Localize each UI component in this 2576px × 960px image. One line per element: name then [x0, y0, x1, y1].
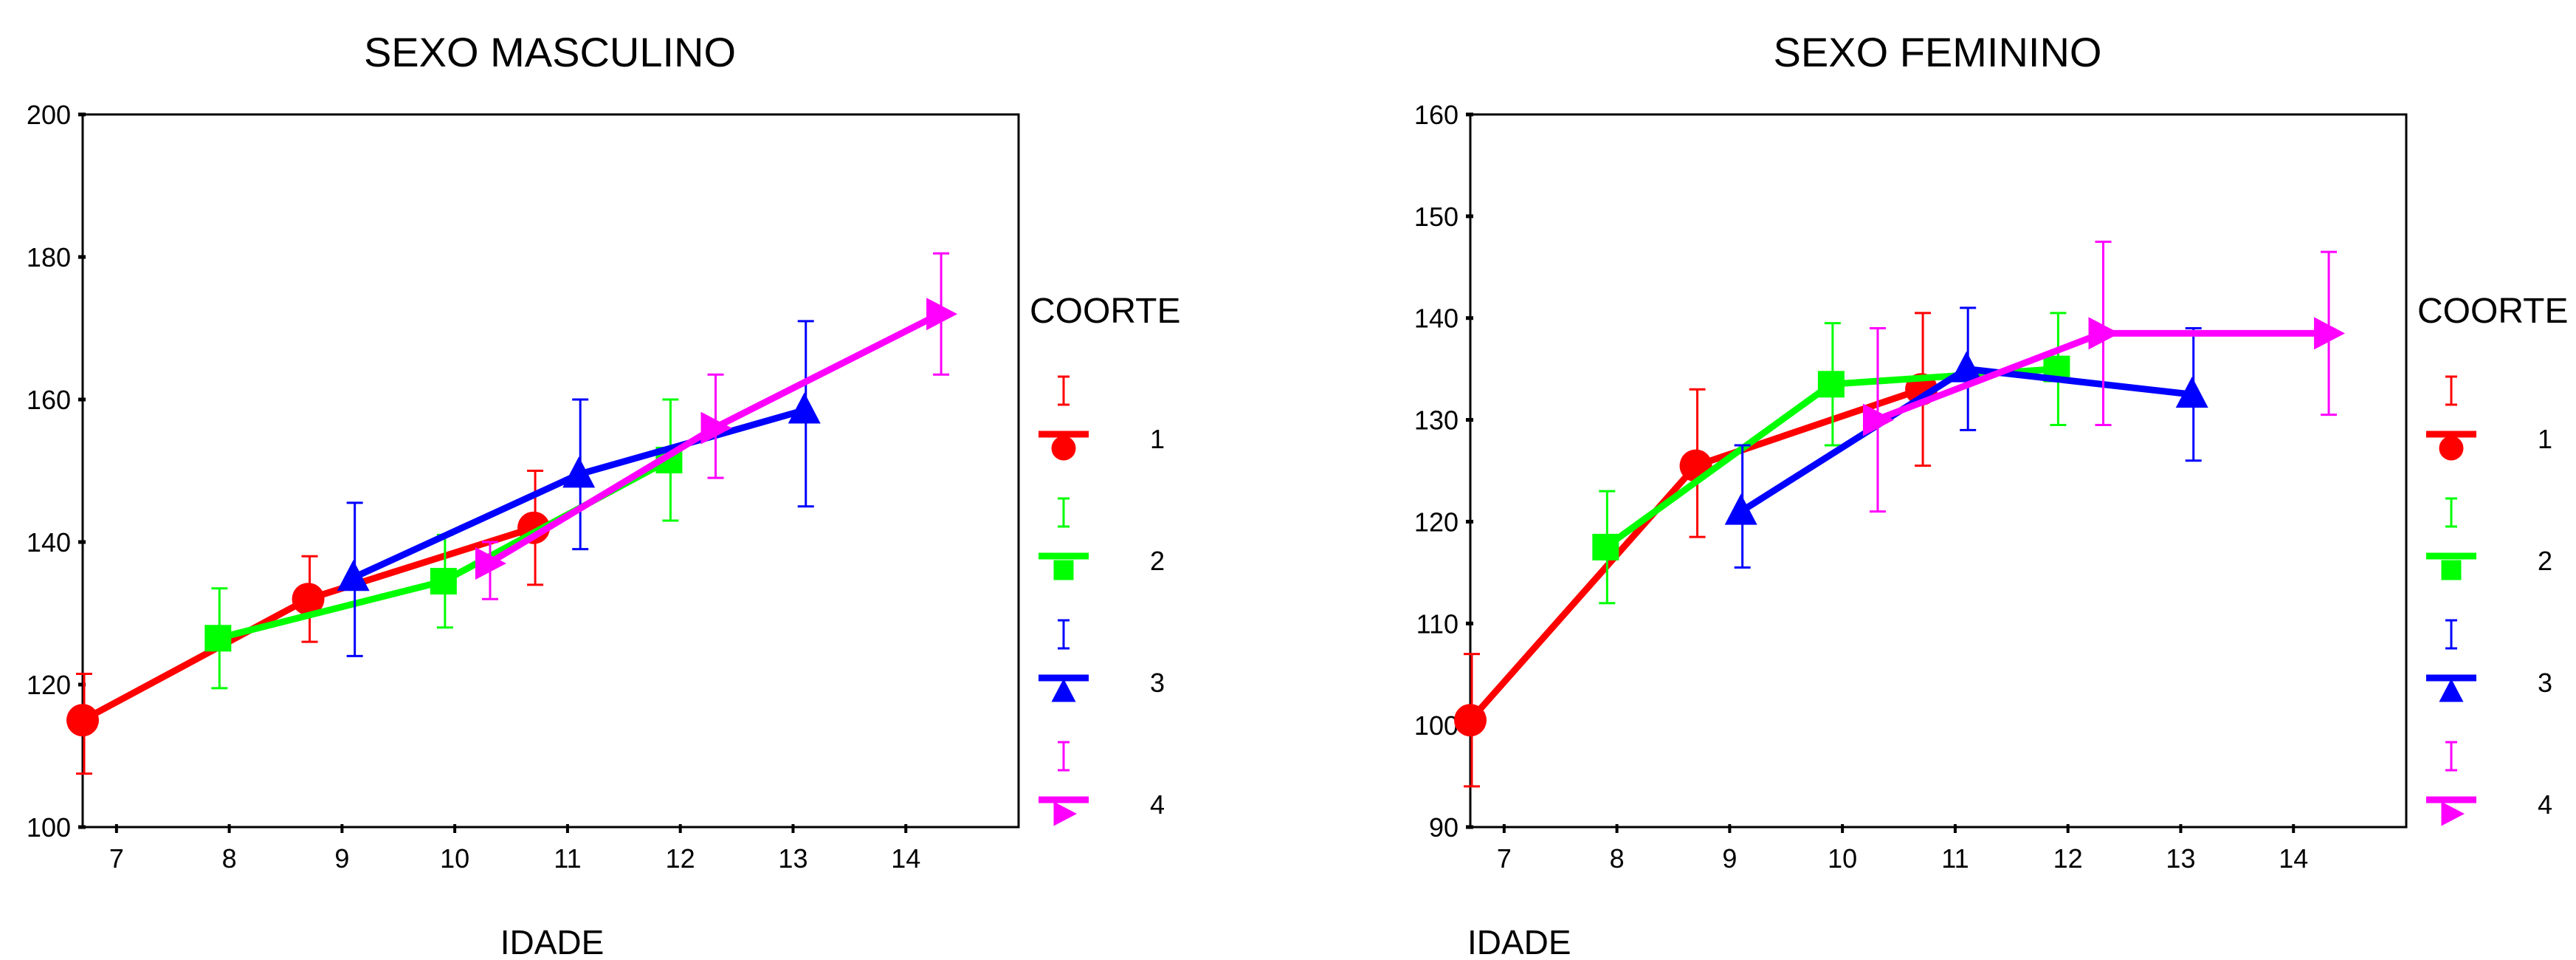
- data-point: [1592, 533, 1619, 560]
- x-axis-label: IDADE: [500, 923, 605, 960]
- series-4: [1862, 240, 2346, 513]
- y-tick-label: 120: [27, 670, 71, 700]
- legend: COORTE 1 2 3 4: [1030, 292, 1180, 826]
- legend-item-3: 3: [1039, 619, 1165, 702]
- data-point: [337, 560, 370, 592]
- x-tick-label: 9: [1722, 843, 1737, 874]
- data-point: [788, 392, 821, 424]
- data-point: [1950, 351, 1983, 383]
- legend-item-2: 2: [1039, 497, 1165, 580]
- data-point: [926, 298, 958, 331]
- x-tick-label: 13: [2166, 843, 2195, 874]
- y-tick-label: 140: [1414, 304, 1459, 334]
- plot-frame: [81, 113, 1020, 829]
- legend-marker-icon: [1051, 679, 1076, 702]
- legend-item-4: 4: [1039, 741, 1165, 826]
- data-point: [430, 568, 457, 595]
- data-point: [2175, 377, 2208, 408]
- x-tick-label: 8: [222, 843, 237, 874]
- series-3: [337, 320, 821, 657]
- legend-item-3: 3: [2426, 619, 2552, 702]
- data-point: [66, 704, 99, 737]
- x-tick-label: 9: [334, 843, 349, 874]
- legend-label: 4: [1150, 789, 1165, 820]
- x-axis-label: IDADE: [1467, 923, 1571, 960]
- legend-marker-icon: [2439, 436, 2464, 461]
- legend-label: 1: [1150, 424, 1165, 454]
- x-tick-label: 7: [1497, 843, 1512, 874]
- x-tick-label: 12: [666, 843, 695, 874]
- legend-item-2: 2: [2426, 497, 2552, 580]
- legend-label: 3: [1150, 668, 1165, 698]
- y-tick-label: 130: [1414, 405, 1459, 436]
- data-point: [562, 456, 596, 488]
- data-point: [2088, 317, 2120, 350]
- x-tick-label: 13: [778, 843, 807, 874]
- legend-item-1: 1: [2426, 375, 2552, 461]
- legend-label: 2: [2538, 546, 2552, 576]
- y-tick-label: 140: [27, 527, 71, 558]
- plot-frame: [1469, 113, 2408, 829]
- y-tick-label: 100: [27, 812, 71, 843]
- legend-marker-icon: [1051, 436, 1076, 461]
- chart-title: SEXO MASCULINO: [364, 29, 736, 75]
- data-point: [204, 625, 232, 652]
- data-point: [1817, 371, 1845, 398]
- legend-label: 4: [2538, 789, 2552, 820]
- legend-label: 2: [1150, 546, 1165, 576]
- x-tick-label: 10: [440, 843, 469, 874]
- legend-label: 1: [2538, 424, 2552, 454]
- series-line: [351, 407, 805, 581]
- data-point: [1862, 403, 1894, 436]
- x-tick-label: 7: [109, 843, 124, 874]
- data-point: [1454, 704, 1487, 737]
- y-tick-label: 160: [27, 385, 71, 415]
- legend-item-4: 4: [2426, 741, 2552, 826]
- legend-marker-icon: [1053, 560, 1074, 580]
- y-tick-label: 160: [1414, 100, 1459, 130]
- legend-title: COORTE: [1030, 292, 1180, 331]
- x-tick-label: 8: [1610, 843, 1625, 874]
- y-tick-label: 90: [1429, 812, 1459, 843]
- legend-item-1: 1: [1039, 375, 1165, 461]
- series-4: [475, 252, 958, 600]
- legend: COORTE 1 2 3 4: [2417, 292, 2568, 826]
- legend-label: 3: [2538, 668, 2552, 698]
- chart-title: SEXO FEMININO: [1774, 29, 2102, 75]
- legend-marker-icon: [2441, 801, 2465, 826]
- legend-marker-icon: [1053, 801, 1077, 826]
- legend-title: COORTE: [2417, 292, 2568, 331]
- y-tick-label: 120: [1414, 507, 1459, 537]
- y-tick-label: 180: [27, 242, 71, 272]
- legend-marker-icon: [2439, 679, 2464, 702]
- legend-marker-icon: [2441, 560, 2462, 580]
- x-tick-label: 11: [1941, 843, 1969, 874]
- series-line: [1739, 366, 2193, 515]
- data-point: [475, 546, 506, 580]
- data-point: [700, 411, 732, 445]
- x-tick-label: 10: [1828, 843, 1857, 874]
- y-tick-label: 110: [1416, 608, 1459, 639]
- series-2: [204, 398, 683, 690]
- x-tick-label: 14: [891, 843, 920, 874]
- x-tick-label: 11: [554, 843, 581, 874]
- data-point: [2314, 317, 2346, 350]
- y-tick-label: 200: [27, 100, 71, 130]
- data-point: [1724, 493, 1757, 525]
- y-tick-label: 150: [1414, 202, 1459, 232]
- data-point: [292, 583, 325, 616]
- series-3: [1724, 306, 2208, 569]
- series-1: [66, 470, 551, 775]
- y-tick-label: 100: [1414, 710, 1459, 741]
- x-tick-label: 14: [2279, 843, 2308, 874]
- x-tick-label: 12: [2053, 843, 2083, 874]
